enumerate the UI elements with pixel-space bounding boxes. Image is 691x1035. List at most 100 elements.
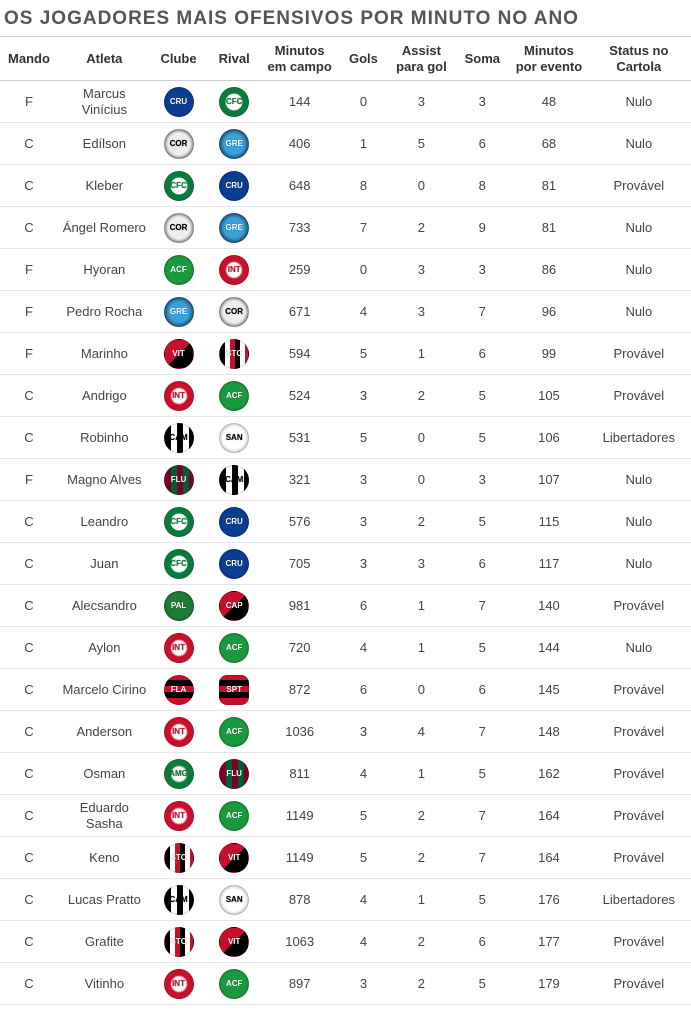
col-mando: Mando [0,37,58,81]
cell-min: 1036 [262,711,337,753]
table-row: CJuanCFCCRU705336117Nulo [0,543,691,585]
cell-mpe: 164 [511,795,586,837]
cell-soma: 3 [453,249,511,291]
col-soma: Soma [453,37,511,81]
cell-ass: 1 [390,333,454,375]
cell-ass: 5 [390,123,454,165]
club-crest-icon: ACF [219,381,249,411]
cell-soma: 7 [453,795,511,837]
club-crest-icon: INT [164,717,194,747]
cell-gols: 5 [337,417,389,459]
cell-min: 981 [262,585,337,627]
cell-gols: 5 [337,837,389,879]
cell-min: 878 [262,879,337,921]
cell-rival: CRU [206,501,262,543]
cell-clube: STC [151,837,207,879]
cell-clube: COR [151,123,207,165]
table-row: CAlecsandroPALCAP981617140Provável [0,585,691,627]
cell-min: 321 [262,459,337,501]
club-crest-icon: SAN [219,423,249,453]
cell-mando: C [0,963,58,1005]
cell-gols: 1 [337,123,389,165]
club-crest-icon: CAM [164,885,194,915]
cell-status: Nulo [587,123,691,165]
cell-clube: CFC [151,543,207,585]
cell-mpe: 115 [511,501,586,543]
cell-atleta: Juan [58,543,151,585]
table-row: FMarcus ViníciusCRUCFC14403348Nulo [0,81,691,123]
page-title: OS JOGADORES MAIS OFENSIVOS POR MINUTO N… [0,0,691,37]
cell-ass: 0 [390,165,454,207]
cell-soma: 7 [453,837,511,879]
table-row: FMagno AlvesFLUCAM321303107Nulo [0,459,691,501]
cell-mando: F [0,459,58,501]
cell-atleta: Eduardo Sasha [58,795,151,837]
cell-rival: SAN [206,417,262,459]
cell-gols: 4 [337,879,389,921]
club-crest-icon: SAN [219,885,249,915]
cell-atleta: Magno Alves [58,459,151,501]
club-crest-icon: INT [164,801,194,831]
cell-status: Provável [587,333,691,375]
cell-clube: FLU [151,459,207,501]
cell-mpe: 81 [511,165,586,207]
cell-rival: GRE [206,123,262,165]
cell-ass: 0 [390,459,454,501]
cell-gols: 3 [337,459,389,501]
table-row: CEdílsonCORGRE40615668Nulo [0,123,691,165]
table-row: CLeandroCFCCRU576325115Nulo [0,501,691,543]
cell-min: 705 [262,543,337,585]
club-crest-icon: CRU [219,171,249,201]
cell-soma: 3 [453,81,511,123]
club-crest-icon: COR [164,213,194,243]
col-status: Status no Cartola [587,37,691,81]
cell-soma: 6 [453,543,511,585]
cell-mpe: 86 [511,249,586,291]
cell-ass: 3 [390,81,454,123]
cell-status: Provável [587,585,691,627]
cell-status: Nulo [587,249,691,291]
club-crest-icon: COR [219,297,249,327]
cell-atleta: Ángel Romero [58,207,151,249]
cell-mando: C [0,417,58,459]
cell-ass: 2 [390,795,454,837]
cell-clube: CAM [151,417,207,459]
players-table: Mando Atleta Clube Rival Minutos em camp… [0,37,691,1005]
cell-status: Nulo [587,627,691,669]
table-row: FPedro RochaGRECOR67143796Nulo [0,291,691,333]
col-atleta: Atleta [58,37,151,81]
cell-mando: C [0,543,58,585]
club-crest-icon: ACF [164,255,194,285]
club-crest-icon: CFC [164,549,194,579]
cell-min: 1063 [262,921,337,963]
cell-atleta: Leandro [58,501,151,543]
club-crest-icon: CAM [219,465,249,495]
cell-rival: ACF [206,795,262,837]
cell-status: Provável [587,921,691,963]
cell-status: Nulo [587,459,691,501]
cell-min: 531 [262,417,337,459]
club-crest-icon: FLU [219,759,249,789]
cell-soma: 6 [453,669,511,711]
club-crest-icon: FLU [164,465,194,495]
cell-mpe: 176 [511,879,586,921]
cell-atleta: Vitinho [58,963,151,1005]
cell-status: Provável [587,165,691,207]
cell-atleta: Marcelo Cirino [58,669,151,711]
cell-soma: 7 [453,585,511,627]
cell-soma: 5 [453,627,511,669]
cell-clube: INT [151,963,207,1005]
cell-mando: C [0,753,58,795]
cell-gols: 6 [337,669,389,711]
cell-atleta: Andrigo [58,375,151,417]
cell-rival: SAN [206,879,262,921]
club-crest-icon: STC [164,927,194,957]
cell-rival: ACF [206,627,262,669]
cell-mpe: 177 [511,921,586,963]
cell-mando: C [0,501,58,543]
cell-rival: VIT [206,921,262,963]
table-row: CGrafiteSTCVIT1063426177Provável [0,921,691,963]
club-crest-icon: CFC [219,87,249,117]
cell-rival: VIT [206,837,262,879]
cell-rival: COR [206,291,262,333]
